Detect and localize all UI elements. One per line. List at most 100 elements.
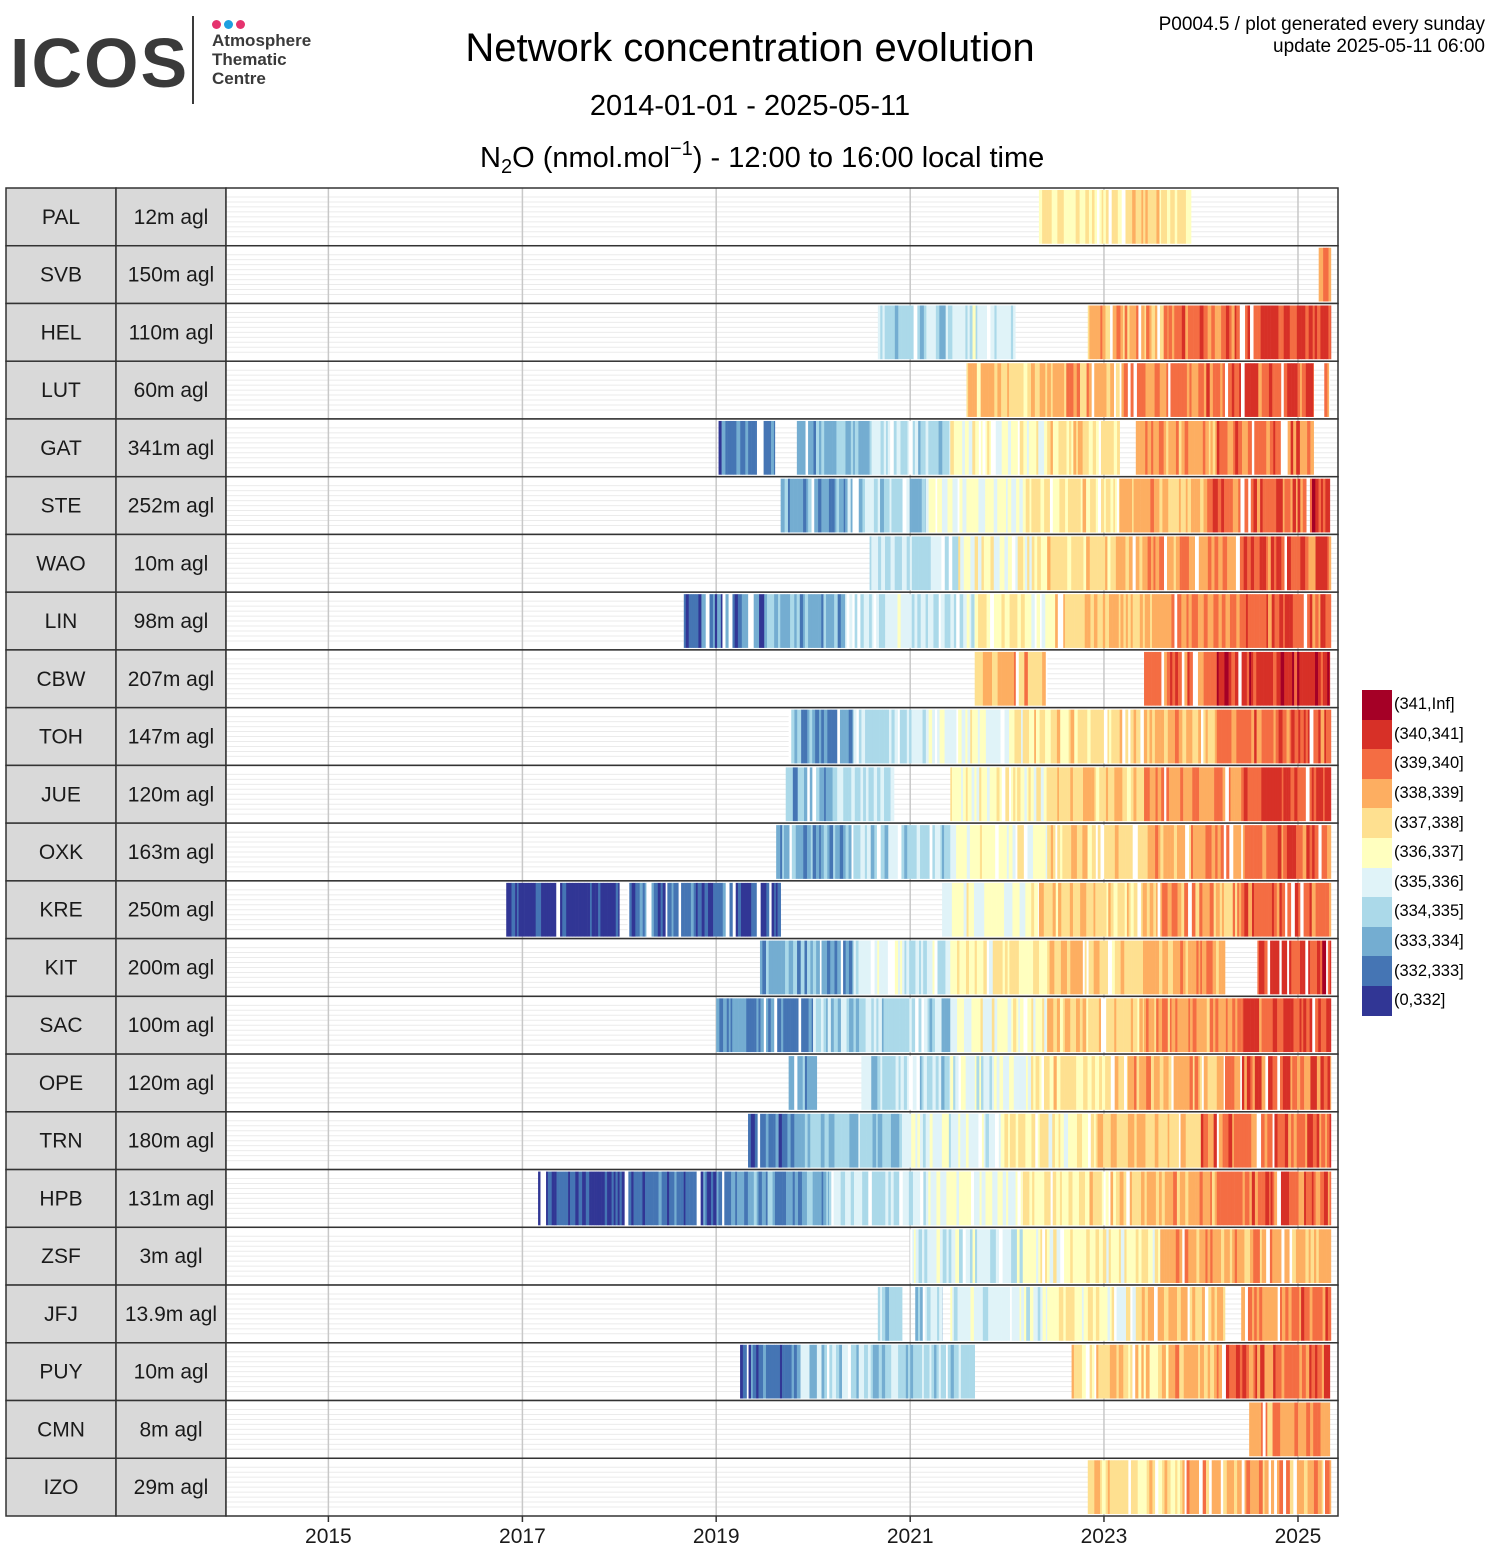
data-stripe <box>796 1344 801 1399</box>
data-stripe <box>1308 1287 1310 1341</box>
legend-swatch <box>1362 867 1392 898</box>
data-stripe <box>1176 767 1181 822</box>
data-stripe <box>1272 940 1277 995</box>
data-segment <box>1144 940 1226 995</box>
data-stripe <box>1259 1287 1263 1341</box>
data-stripe <box>774 882 777 937</box>
data-stripe <box>810 1056 813 1110</box>
data-stripe <box>1180 1113 1184 1168</box>
data-stripe <box>971 594 975 648</box>
data-stripe <box>842 1344 846 1399</box>
data-stripe <box>1184 882 1187 937</box>
data-stripe <box>1321 247 1324 302</box>
data-stripe <box>1152 940 1156 995</box>
data-stripe <box>831 709 836 764</box>
data-stripe <box>726 998 730 1053</box>
data-stripe <box>1225 998 1228 1053</box>
data-stripe <box>1270 1402 1273 1457</box>
data-stripe <box>1133 478 1138 533</box>
data-stripe <box>978 594 981 648</box>
data-stripe <box>929 940 933 995</box>
data-stripe <box>1300 940 1303 995</box>
data-stripe <box>816 767 820 822</box>
data-stripe <box>1168 478 1172 533</box>
data-stripe <box>774 594 779 648</box>
data-stripe <box>1319 1287 1323 1341</box>
data-stripe <box>1303 998 1307 1053</box>
data-stripe <box>598 882 601 937</box>
data-stripe <box>1293 998 1298 1053</box>
data-stripe <box>1138 1229 1142 1284</box>
data-stripe <box>1101 1344 1105 1399</box>
data-stripe <box>828 1171 832 1226</box>
data-stripe <box>956 825 959 879</box>
data-stripe <box>909 478 912 533</box>
station-code-label: KIT <box>45 956 78 979</box>
data-stripe <box>1297 478 1301 533</box>
data-stripe <box>967 709 971 764</box>
data-stripe <box>1065 1287 1070 1341</box>
data-stripe <box>991 363 995 417</box>
data-stripe <box>1240 1056 1243 1110</box>
data-stripe <box>957 536 959 591</box>
data-stripe <box>791 825 797 879</box>
data-stripe <box>863 767 867 822</box>
data-stripe <box>1200 478 1204 533</box>
data-stripe <box>1233 536 1237 591</box>
data-stripe <box>922 825 927 879</box>
data-stripe <box>1277 1287 1281 1341</box>
data-stripe <box>1250 825 1253 879</box>
data-stripe <box>1255 825 1259 879</box>
data-stripe <box>1058 363 1063 417</box>
data-stripe <box>765 1344 769 1399</box>
data-stripe <box>1122 1113 1127 1168</box>
data-stripe <box>1111 709 1115 764</box>
data-stripe <box>1107 998 1111 1053</box>
data-stripe <box>853 420 856 475</box>
data-stripe <box>1208 940 1213 995</box>
data-stripe <box>891 478 896 533</box>
data-segment <box>785 767 838 822</box>
data-stripe <box>1031 594 1036 648</box>
data-stripe <box>1147 940 1151 995</box>
data-stripe <box>774 940 779 995</box>
data-stripe <box>1256 1460 1260 1514</box>
data-stripe <box>1127 1113 1133 1168</box>
data-stripe <box>846 998 850 1053</box>
data-stripe <box>1066 1113 1069 1168</box>
data-stripe <box>1042 190 1047 244</box>
data-stripe <box>684 882 688 937</box>
data-stripe <box>1219 709 1222 764</box>
data-stripe <box>1045 1287 1048 1341</box>
data-stripe <box>1006 1171 1009 1226</box>
data-stripe <box>1177 825 1180 879</box>
data-stripe <box>1296 420 1301 475</box>
data-stripe <box>1153 1056 1157 1110</box>
data-stripe <box>728 594 733 648</box>
data-stripe <box>1072 767 1078 822</box>
data-segment <box>1216 420 1314 475</box>
data-stripe <box>1070 940 1074 995</box>
data-stripe <box>933 420 938 475</box>
data-stripe <box>1322 998 1327 1053</box>
data-stripe <box>1144 536 1148 591</box>
data-stripe <box>1243 998 1246 1053</box>
data-stripe <box>915 1113 918 1168</box>
data-stripe <box>1043 882 1047 937</box>
data-stripe <box>942 1229 947 1284</box>
data-stripe <box>920 420 924 475</box>
data-stripe <box>1115 478 1118 533</box>
data-stripe <box>977 709 981 764</box>
station-height-cell <box>115 475 227 536</box>
data-stripe <box>947 594 951 648</box>
data-stripe <box>864 940 869 995</box>
data-stripe <box>793 478 798 533</box>
station-height-cell <box>115 360 227 420</box>
data-stripe <box>967 1287 971 1341</box>
data-stripe <box>1097 594 1101 648</box>
data-stripe <box>1237 998 1242 1053</box>
data-stripe <box>913 305 918 360</box>
data-stripe <box>1281 940 1285 995</box>
data-stripe <box>1027 825 1032 879</box>
data-stripe <box>516 882 519 937</box>
